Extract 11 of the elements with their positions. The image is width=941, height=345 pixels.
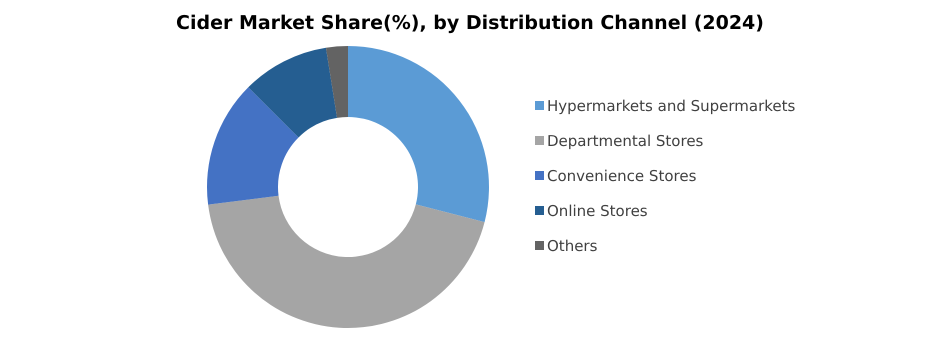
chart-title: Cider Market Share(%), by Distribution Channel (2024) [176,12,764,34]
legend-label: Departmental Stores [547,132,704,150]
donut-slice [326,46,348,118]
legend-label: Others [547,237,598,255]
legend-label: Convenience Stores [547,167,697,185]
legend-label: Online Stores [547,202,648,220]
donut-slice [348,46,489,222]
donut-slice [248,48,338,138]
legend-label: Hypermarkets and Supermarkets [547,97,796,115]
donut-slice [208,196,485,328]
donut-slice [207,87,299,205]
